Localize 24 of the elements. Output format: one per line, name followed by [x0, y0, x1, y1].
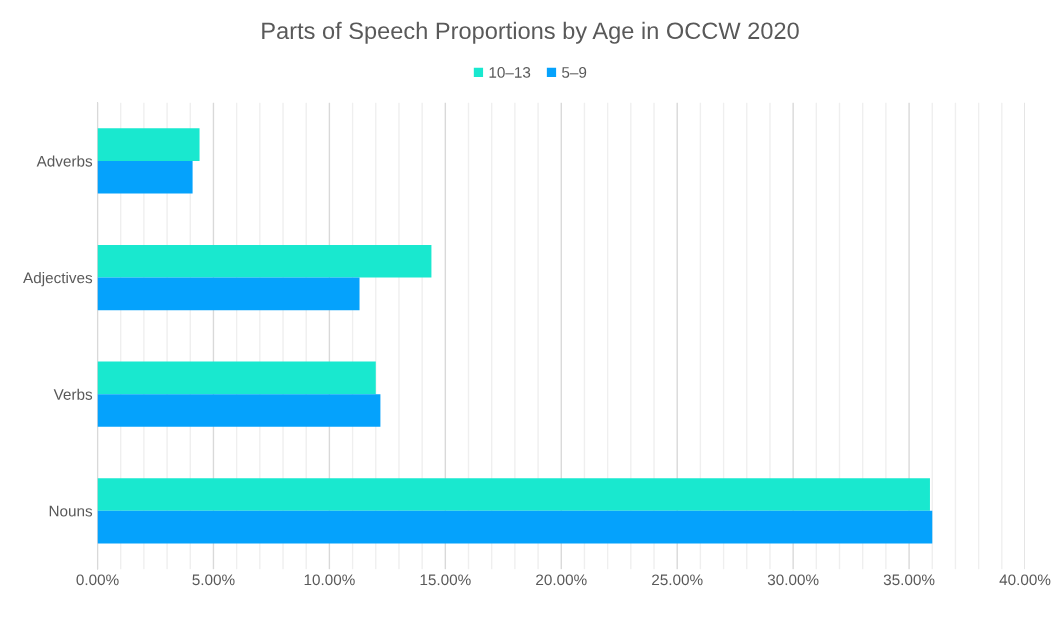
bar: [97, 128, 200, 161]
bar: [97, 277, 360, 311]
x-tick-label: 40.00%: [999, 574, 1051, 586]
bar: [97, 244, 432, 278]
x-tick-label: 15.00%: [420, 574, 471, 586]
chart-title: Parts of Speech Proportions by Age in OCCW 2020: [262, 21, 799, 44]
bar: [97, 510, 933, 544]
x-tick-label: 30.00%: [767, 574, 819, 586]
x-tick-label: 0.00%: [76, 574, 119, 586]
x-tick-label: 20.00%: [536, 574, 587, 586]
legend-label: 10–13: [489, 67, 531, 78]
legend-label: 5–9: [562, 67, 587, 78]
y-tick-label: Adjectives: [23, 272, 93, 287]
bar: [97, 394, 381, 427]
x-tick-label: 25.00%: [652, 574, 703, 586]
bar: [97, 361, 376, 395]
x-tick-label: 35.00%: [883, 574, 935, 586]
bar: [97, 160, 193, 194]
x-tick-label: 5.00%: [192, 574, 235, 586]
y-tick-label: Nouns: [49, 505, 93, 517]
bar: [97, 478, 930, 511]
y-tick-label: Adverbs: [36, 155, 93, 167]
x-tick-label: 10.00%: [304, 574, 355, 586]
y-tick-label: Verbs: [53, 388, 93, 400]
